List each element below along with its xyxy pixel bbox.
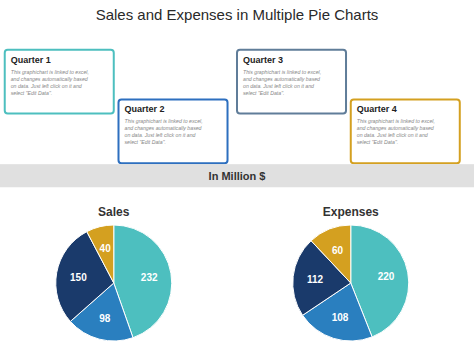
pie-slice: [87, 225, 114, 283]
annotation-title: Quarter 2: [125, 104, 165, 114]
annotation-line: select "Edit Data".: [243, 90, 284, 96]
annotation-title: Quarter 3: [243, 55, 283, 65]
annotation-title: Quarter 4: [357, 104, 397, 114]
annotation-line: on data. Just left click on it and: [243, 83, 315, 89]
subtitle: In Million $: [209, 170, 266, 182]
data-label: 220: [378, 271, 395, 282]
data-label: 150: [70, 272, 87, 283]
annotation-line: on data. Just left click on it and: [125, 132, 197, 138]
annotation-line: select "Edit Data".: [357, 139, 398, 145]
title: Sales and Expenses in Multiple Pie Chart…: [96, 6, 379, 23]
annotation-box: [237, 50, 346, 114]
chart-svg: Sales and Expenses in Multiple Pie Chart…: [0, 0, 474, 355]
annotation-box: [351, 99, 460, 163]
annotation-line: and changes automatically based: [357, 125, 435, 131]
subtitle-bar: [0, 164, 474, 187]
chart-container: Sales and Expenses in Multiple Pie Chart…: [0, 0, 474, 355]
annotation-box: [119, 99, 228, 163]
annotation-line: and changes automatically based: [125, 125, 203, 131]
annotation-line: This graphichart is linked to excel,: [125, 118, 203, 124]
annotations: Quarter 1 This graphichart is linked to e…: [5, 50, 460, 164]
annotation-line: This graphichart is linked to excel,: [357, 118, 435, 124]
annotation-text: This graphichart is linked to excel,and …: [243, 69, 321, 96]
data-label: 232: [141, 272, 158, 283]
annotation-text: This graphichart is linked to excel,and …: [357, 118, 435, 145]
annotation-line: and changes automatically based: [243, 76, 321, 82]
pie-chart: Sales 232 98 150 40: [56, 205, 172, 341]
annotation-line: and changes automatically based: [11, 76, 89, 82]
annotation-text: This graphichart is linked to excel,and …: [11, 69, 89, 96]
data-label: 98: [99, 313, 111, 324]
annotation-line: select "Edit Data".: [11, 90, 52, 96]
data-label: 108: [332, 312, 349, 323]
annotation-line: on data. Just left click on it and: [11, 83, 83, 89]
annotation-text: This graphichart is linked to excel,and …: [125, 118, 203, 145]
annotation-line: This graphichart is linked to excel,: [243, 69, 321, 75]
data-label: 60: [332, 245, 344, 256]
data-label: 40: [100, 243, 112, 254]
pie-slice: [56, 232, 114, 322]
annotation-box: [5, 50, 114, 114]
annotation-line: on data. Just left click on it and: [357, 132, 429, 138]
pie-title: Expenses: [323, 205, 379, 219]
pie-chart: Expenses 220 108 112 60: [293, 205, 409, 341]
annotation-line: select "Edit Data".: [125, 139, 166, 145]
pie-title: Sales: [98, 205, 130, 219]
annotation-line: This graphichart is linked to excel,: [11, 69, 89, 75]
annotation-title: Quarter 1: [11, 55, 51, 65]
data-label: 112: [307, 274, 324, 285]
